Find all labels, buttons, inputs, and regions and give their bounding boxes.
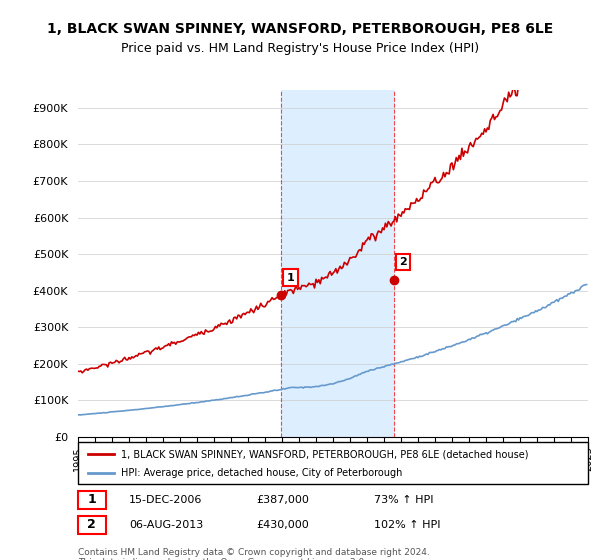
- FancyBboxPatch shape: [78, 516, 106, 534]
- Text: Price paid vs. HM Land Registry's House Price Index (HPI): Price paid vs. HM Land Registry's House …: [121, 42, 479, 55]
- Text: 102% ↑ HPI: 102% ↑ HPI: [374, 520, 440, 530]
- FancyBboxPatch shape: [78, 442, 588, 484]
- Text: 1: 1: [88, 493, 96, 506]
- Text: 1: 1: [286, 273, 294, 283]
- Text: £387,000: £387,000: [257, 495, 310, 505]
- Text: 1, BLACK SWAN SPINNEY, WANSFORD, PETERBOROUGH, PE8 6LE (detached house): 1, BLACK SWAN SPINNEY, WANSFORD, PETERBO…: [121, 449, 529, 459]
- Bar: [281, 90, 394, 437]
- FancyBboxPatch shape: [78, 491, 106, 509]
- Text: 06-AUG-2013: 06-AUG-2013: [129, 520, 203, 530]
- Text: Contains HM Land Registry data © Crown copyright and database right 2024.
This d: Contains HM Land Registry data © Crown c…: [78, 548, 430, 560]
- Text: 73% ↑ HPI: 73% ↑ HPI: [374, 495, 433, 505]
- Text: £430,000: £430,000: [257, 520, 309, 530]
- Text: 1, BLACK SWAN SPINNEY, WANSFORD, PETERBOROUGH, PE8 6LE: 1, BLACK SWAN SPINNEY, WANSFORD, PETERBO…: [47, 22, 553, 36]
- Text: 2: 2: [399, 257, 407, 267]
- Text: HPI: Average price, detached house, City of Peterborough: HPI: Average price, detached house, City…: [121, 468, 403, 478]
- Text: 2: 2: [88, 519, 96, 531]
- Text: 15-DEC-2006: 15-DEC-2006: [129, 495, 202, 505]
